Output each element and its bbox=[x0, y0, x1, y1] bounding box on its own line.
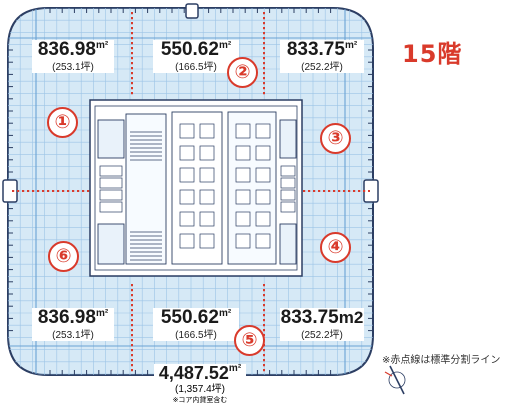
area-label-bottom-left: 836.98m² (253.1坪) bbox=[32, 308, 114, 342]
zone-marker-6: ⑥ bbox=[48, 241, 79, 272]
core-detail bbox=[99, 123, 296, 261]
north-arrow-icon bbox=[384, 365, 406, 395]
zone-marker-4: ④ bbox=[320, 232, 351, 263]
division-lines bbox=[12, 12, 370, 372]
division-line-note: ※赤点線は標準分割ライン bbox=[382, 355, 501, 366]
zone-marker-1: ① bbox=[47, 107, 78, 138]
floor-label: 15階 bbox=[402, 40, 463, 68]
zone-marker-2: ② bbox=[227, 57, 258, 88]
zone-marker-5: ⑤ bbox=[234, 325, 265, 356]
area-label-bottom-right: 833.75m2 (252.2坪) bbox=[280, 307, 364, 342]
area-label-bottom-center: 550.62m² (166.5坪) bbox=[153, 308, 239, 342]
area-label-top-left: 836.98m² (253.1坪) bbox=[32, 40, 114, 74]
area-label-top-right: 833.75m² (252.2坪) bbox=[280, 40, 364, 74]
total-area-label: 4,487.52m² (1,357.4坪) ※コア内貸室含む bbox=[154, 363, 246, 405]
zone-marker-3: ③ bbox=[320, 123, 351, 154]
area-label-top-center: 550.62m² (166.5坪) bbox=[153, 40, 239, 74]
